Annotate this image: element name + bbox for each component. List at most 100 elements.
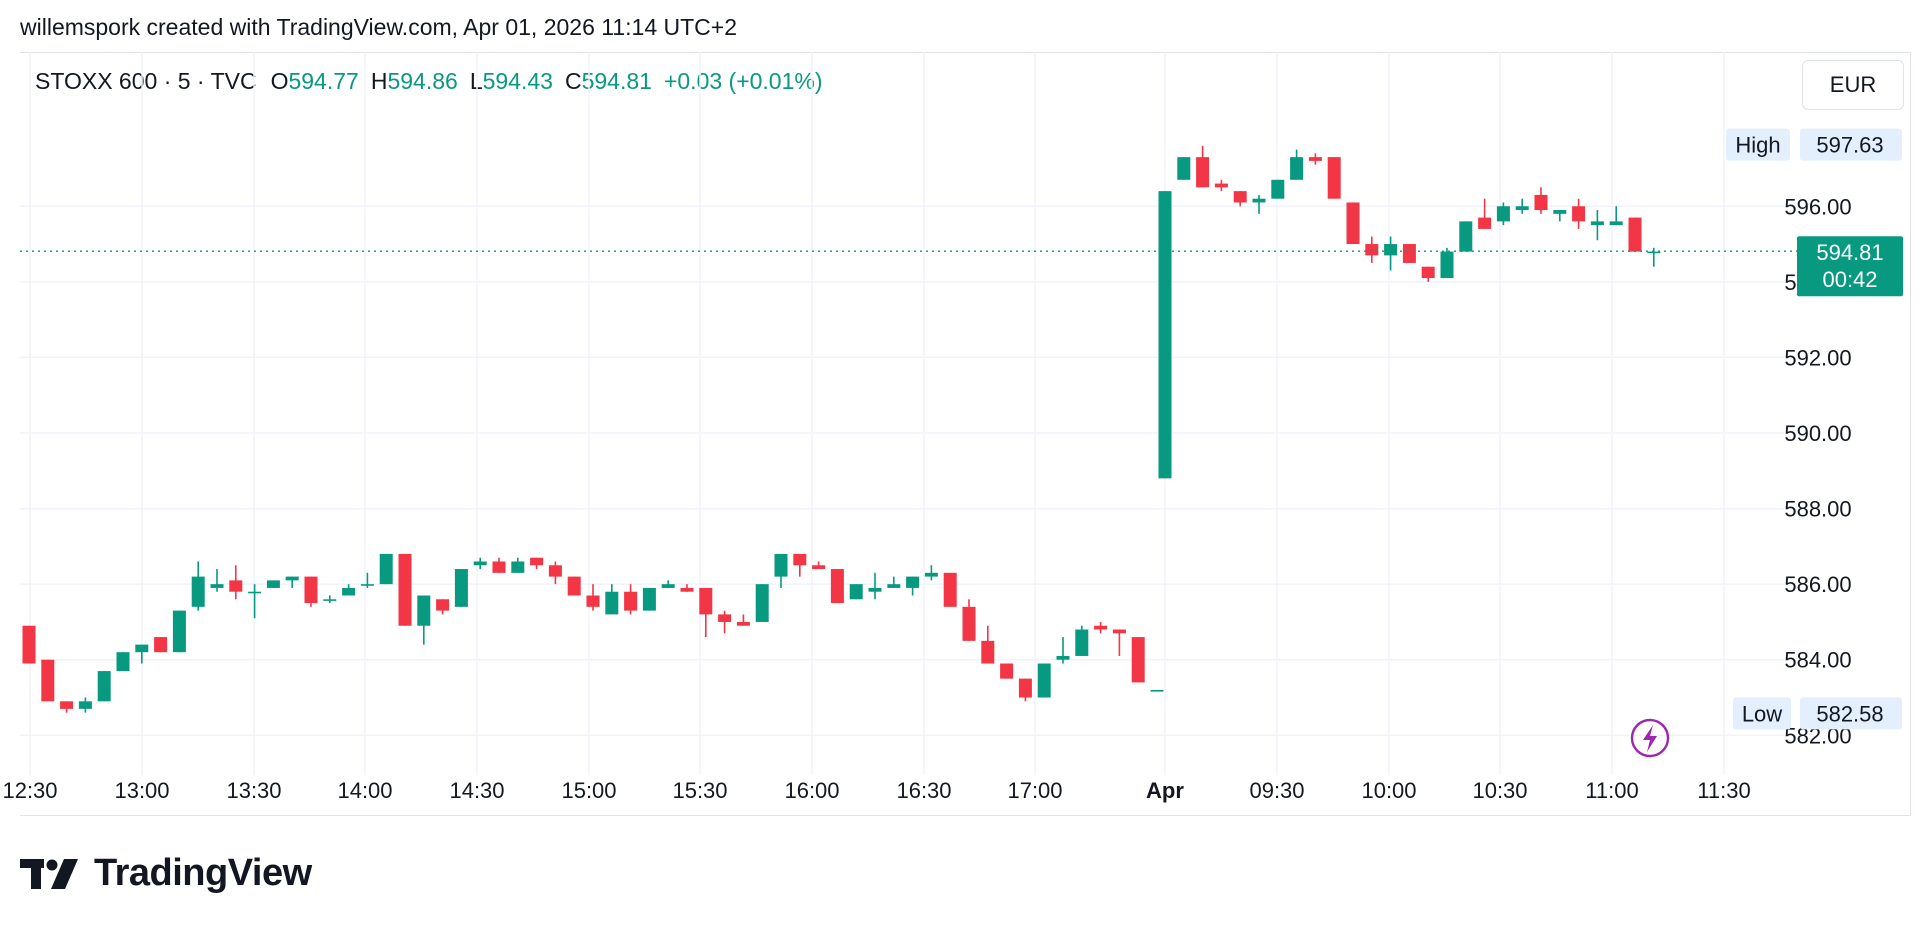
candle-body[interactable] [530, 557, 544, 566]
candle-body[interactable] [248, 591, 262, 594]
currency-button[interactable]: EUR [1802, 60, 1904, 110]
candle-body[interactable] [567, 576, 581, 596]
candle-body[interactable] [1421, 266, 1435, 279]
candle-body[interactable] [41, 659, 55, 702]
candle-body[interactable] [1308, 157, 1322, 161]
x-tick-label: 10:30 [1472, 778, 1527, 803]
candle-body[interactable] [454, 569, 468, 607]
brand-name: TradingView [94, 852, 312, 894]
candle-body[interactable] [680, 587, 694, 592]
brand: TradingView [20, 852, 312, 895]
candle-body[interactable] [586, 595, 600, 607]
candle-body[interactable] [172, 610, 186, 653]
candle-body[interactable] [60, 701, 74, 709]
candle-body[interactable] [1478, 217, 1492, 229]
candle-body[interactable] [154, 637, 168, 653]
candle-body[interactable] [812, 565, 826, 570]
candle-body[interactable] [1440, 251, 1454, 279]
candle-body[interactable] [323, 599, 337, 601]
candle-body[interactable] [699, 587, 713, 615]
candle-body[interactable] [1037, 663, 1051, 698]
candle-body[interactable] [379, 553, 393, 585]
candle-body[interactable] [1572, 206, 1586, 222]
candle-body[interactable] [624, 591, 638, 611]
candle-body[interactable] [1056, 655, 1070, 660]
candle-body[interactable] [266, 580, 280, 588]
legend-symbol[interactable]: STOXX 600 · 5 · TVC [35, 68, 257, 94]
candle-body[interactable] [642, 587, 656, 611]
candle-body[interactable] [661, 584, 675, 588]
candle-body[interactable] [1252, 198, 1266, 203]
candle-body[interactable] [398, 553, 412, 626]
x-tick-label: 13:30 [226, 778, 281, 803]
candle-body[interactable] [473, 561, 487, 566]
x-tick-label: 16:30 [896, 778, 951, 803]
candle-body[interactable] [981, 640, 995, 664]
candle-body[interactable] [360, 584, 374, 586]
candle-body[interactable] [1112, 629, 1126, 634]
candle-body[interactable] [924, 572, 938, 577]
candle-body[interactable] [1327, 157, 1341, 199]
candle-body[interactable] [1075, 629, 1089, 656]
candle-body[interactable] [774, 553, 788, 577]
legend-high-value: 594.86 [387, 68, 458, 94]
candle-body[interactable] [1590, 221, 1604, 226]
candle-body[interactable] [736, 621, 750, 626]
candle-body[interactable] [755, 584, 769, 622]
candle-body[interactable] [1365, 244, 1379, 256]
candle-body[interactable] [229, 580, 243, 592]
candle-body[interactable] [1214, 183, 1228, 188]
candle-body[interactable] [793, 553, 807, 566]
candle-body[interactable] [135, 644, 149, 653]
candle-body[interactable] [830, 569, 844, 604]
candle-body[interactable] [210, 584, 224, 588]
candle-body[interactable] [962, 606, 976, 641]
candle-body[interactable] [78, 701, 92, 709]
candle-body[interactable] [1402, 244, 1416, 263]
candle-body[interactable] [417, 595, 431, 626]
candle-body[interactable] [1177, 157, 1191, 180]
candle-body[interactable] [1609, 221, 1623, 226]
candle-body[interactable] [1647, 251, 1661, 254]
candle-body[interactable] [1233, 191, 1247, 203]
lightning-icon[interactable] [1630, 718, 1670, 758]
candle-body[interactable] [1384, 244, 1398, 256]
candle-body[interactable] [1459, 221, 1473, 252]
candle-body[interactable] [1628, 217, 1642, 252]
candle-body[interactable] [1158, 191, 1172, 479]
candle-body[interactable] [605, 591, 619, 615]
candle-body[interactable] [1131, 637, 1145, 683]
candle-body[interactable] [849, 584, 863, 600]
candle-body[interactable] [943, 572, 957, 607]
candle-body[interactable] [1094, 625, 1108, 630]
candle-body[interactable] [1000, 663, 1014, 679]
candle-body[interactable] [718, 614, 732, 622]
candle-body[interactable] [436, 599, 450, 611]
candle-body[interactable] [1196, 157, 1210, 188]
candle-body[interactable] [511, 561, 525, 573]
low-label-text: Low [1742, 701, 1782, 726]
candle-body[interactable] [1018, 678, 1032, 698]
candle-body[interactable] [97, 671, 111, 702]
candle-body[interactable] [1290, 157, 1304, 180]
candle-body[interactable] [1150, 689, 1164, 692]
candle-body[interactable] [1271, 179, 1285, 199]
candle-body[interactable] [492, 561, 506, 573]
candle-body[interactable] [116, 652, 130, 672]
candle-body[interactable] [1553, 210, 1567, 214]
candle-body[interactable] [548, 565, 562, 577]
candle-body[interactable] [342, 587, 356, 596]
candle-body[interactable] [22, 625, 36, 664]
candle-body[interactable] [1515, 206, 1529, 211]
candle-body[interactable] [887, 584, 901, 588]
candle-body[interactable] [191, 576, 205, 607]
chart-frame [20, 52, 1911, 816]
candle-body[interactable] [304, 576, 318, 604]
candle-body[interactable] [868, 587, 882, 592]
candle-body[interactable] [1534, 194, 1548, 211]
candle-body[interactable] [285, 576, 299, 581]
candle-body[interactable] [1496, 206, 1510, 222]
candle-body[interactable] [906, 576, 920, 588]
candle-body[interactable] [1346, 202, 1360, 245]
